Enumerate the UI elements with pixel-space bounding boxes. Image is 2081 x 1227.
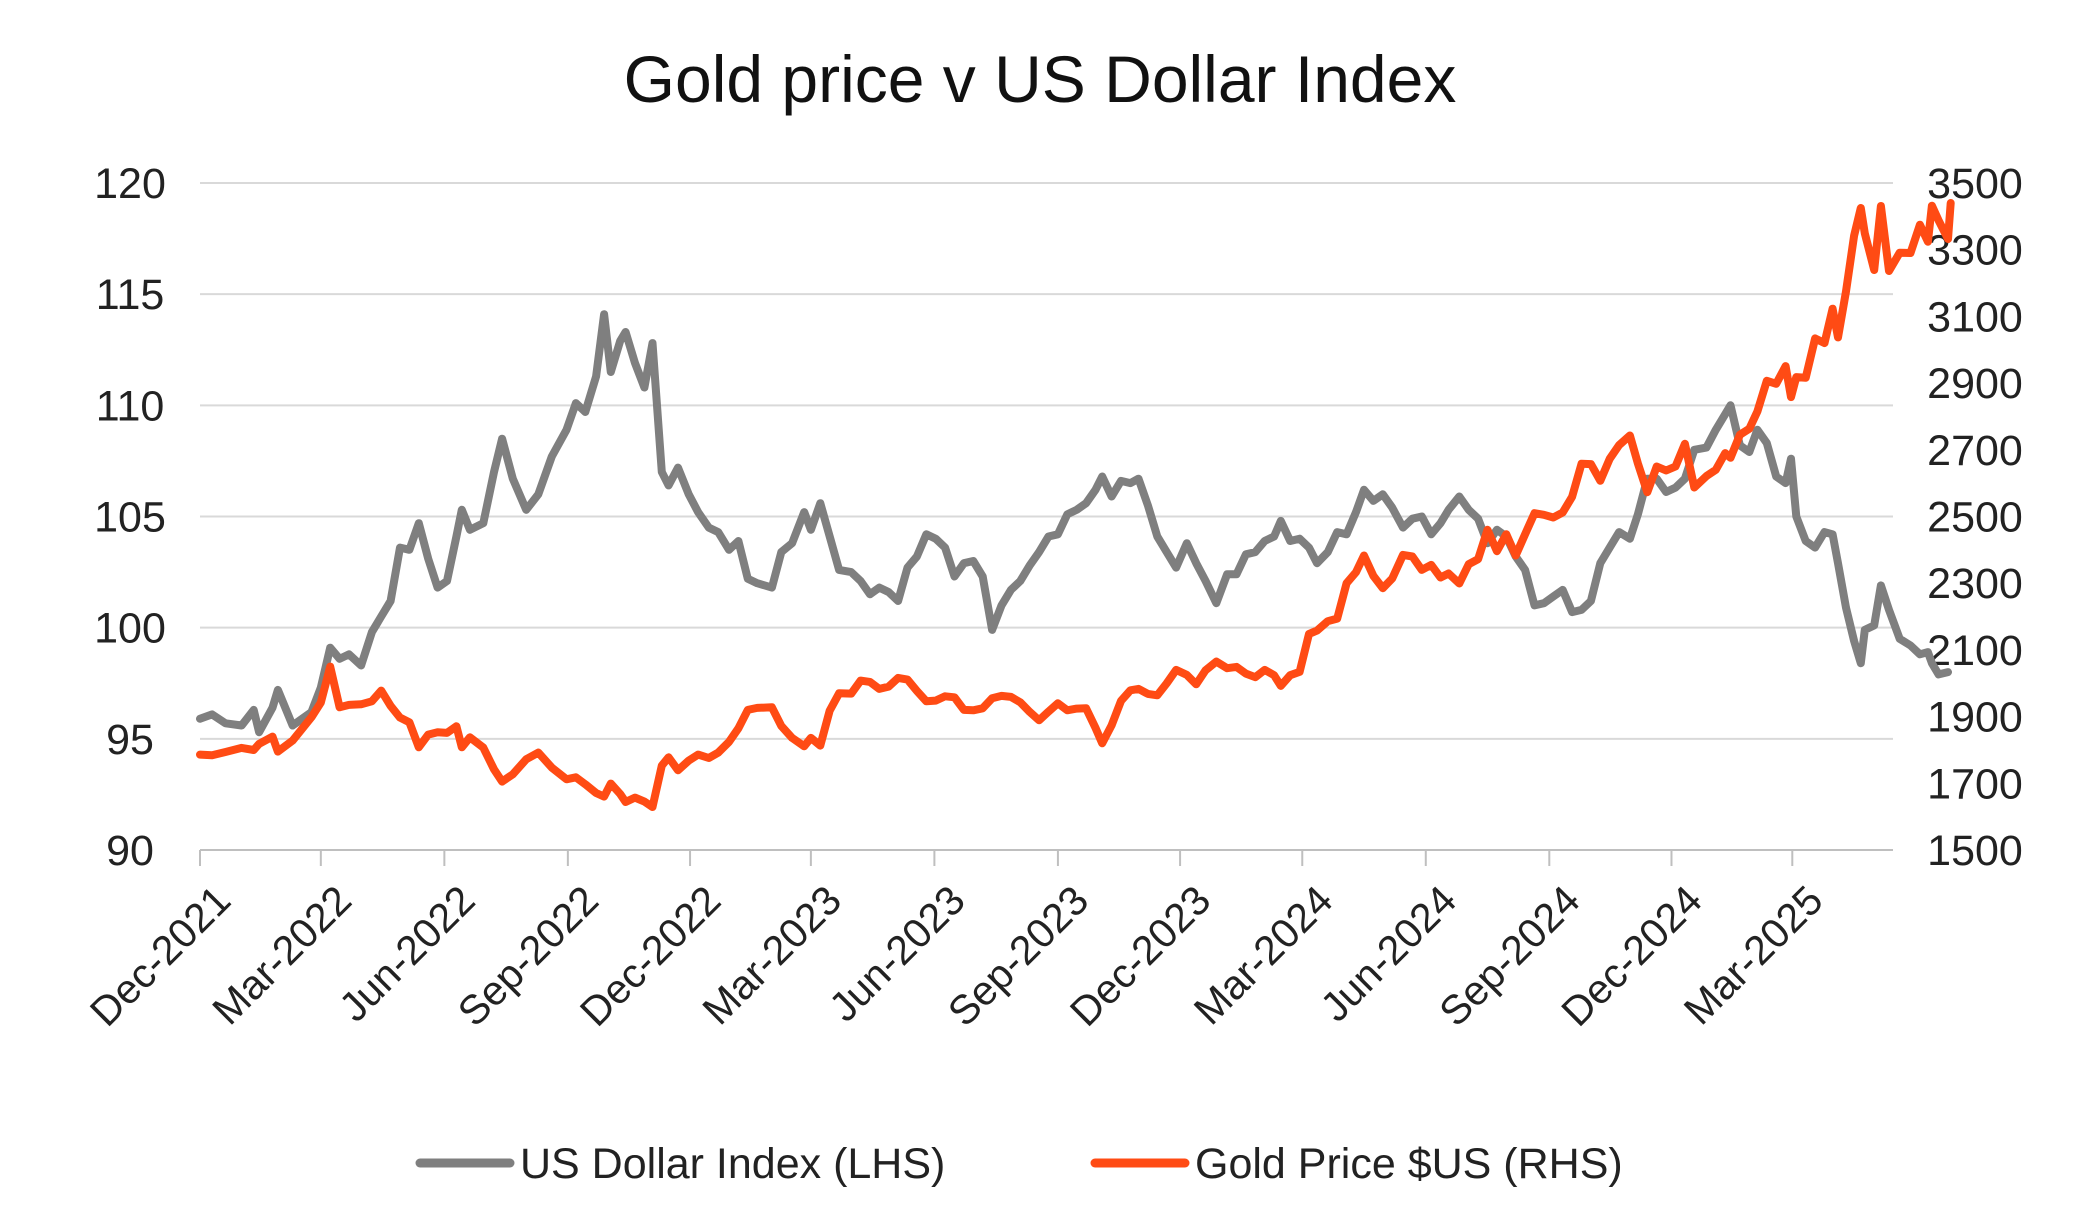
y-right-tick-label: 2900 (1927, 360, 2023, 408)
y-left-tick-label: 95 (106, 716, 154, 764)
y-right-tick-label: 2300 (1927, 560, 2023, 608)
chart-title: Gold price v US Dollar Index (624, 42, 1457, 116)
y-left-tick-label: 120 (94, 160, 166, 208)
series-line-us-dollar-index (196, 310, 1952, 737)
series-lines (196, 199, 1955, 811)
y-left-tick-label: 110 (96, 382, 165, 430)
y-left-tick-label: 90 (106, 827, 154, 875)
y-left-tick-label: 100 (94, 605, 166, 653)
y-left-tick-label: 115 (96, 271, 165, 319)
legend: US Dollar Index (LHS) Gold Price $US (RHS… (415, 1140, 1623, 1188)
series-line-gold-price (196, 199, 1955, 811)
y-right-tick-label: 3100 (1927, 293, 2023, 341)
y-right-tick-label: 2700 (1927, 427, 2023, 475)
y-right-tick-label: 1500 (1927, 827, 2023, 875)
legend-label: Gold Price $US (RHS) (1195, 1140, 1623, 1188)
y-right-tick-label: 3500 (1927, 160, 2023, 208)
axes: 90 95 100 105 110 115 120 1500 1700 1900 2100 2300 2… (81, 160, 2023, 1035)
y-right-tick-label: 2100 (1927, 627, 2023, 675)
y-right-tick-label: 1900 (1927, 694, 2023, 742)
y-right-tick-label: 2500 (1927, 494, 2023, 542)
y-right-tick-label: 1700 (1927, 760, 2023, 808)
legend-label: US Dollar Index (LHS) (520, 1140, 945, 1188)
y-left-tick-label: 105 (94, 494, 166, 542)
